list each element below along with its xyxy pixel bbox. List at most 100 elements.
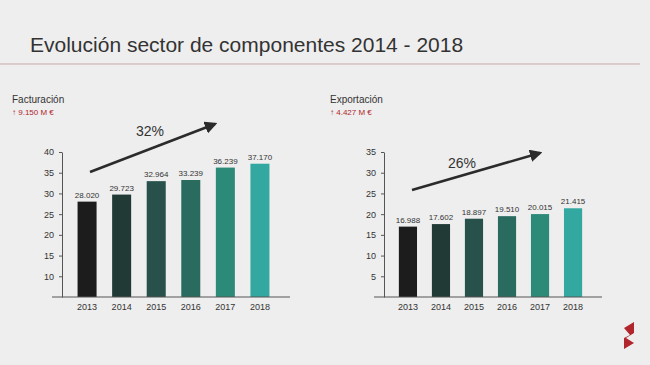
bar [78, 202, 97, 297]
tick-mark [59, 193, 62, 194]
axis-line [374, 297, 602, 298]
x-tick: 2015 [464, 302, 484, 312]
bar [465, 219, 483, 297]
tick-label: 35 [44, 168, 54, 178]
chart: 28.02029.72332.96433.23936.23937.1701015… [12, 94, 290, 312]
data-label: 16.988 [396, 216, 421, 225]
x-tick: 2016 [497, 302, 517, 312]
y-tick: 30 [366, 168, 384, 178]
logo [624, 322, 634, 349]
axis-line [384, 153, 385, 298]
y-tick: 35 [44, 168, 62, 178]
tick-mark [381, 235, 384, 236]
tick-label: 35 [366, 147, 376, 157]
data-labels: 28.02029.72332.96433.23936.23937.170 [75, 153, 273, 200]
page-title: Evolución sector de componentes 2014 - 2… [30, 33, 463, 56]
y-tick: 15 [366, 230, 384, 240]
tick-mark [59, 173, 62, 174]
tick-label: 10 [366, 251, 376, 261]
data-label: 32.964 [144, 170, 169, 179]
trend-arrow [412, 153, 540, 190]
axis-line [62, 153, 63, 298]
data-label: 28.020 [75, 191, 100, 200]
y-tick: 25 [366, 189, 384, 199]
tick-label: 2018 [563, 302, 583, 312]
bar [181, 180, 200, 297]
x-tick: 2017 [215, 302, 235, 312]
bar [112, 195, 131, 297]
x-axis: 2013 2014 2015 2016 2017 2018 [374, 297, 602, 312]
title-rule [0, 64, 640, 65]
tick-label: 20 [44, 230, 54, 240]
chart-canvas: Evolución sector de componentes 2014 - 2… [0, 0, 650, 365]
bar [531, 214, 549, 297]
tick-label: 5 [371, 272, 376, 282]
x-axis: 2013 2014 2015 2016 2017 2018 [52, 297, 290, 312]
y-tick: 10 [44, 272, 62, 282]
tick-label: 2017 [530, 302, 550, 312]
chart-subtitle: ↑ 4.427 M € [330, 108, 372, 117]
tick-mark [59, 214, 62, 215]
tick-label: 2013 [398, 302, 418, 312]
tick-label: 2018 [250, 302, 270, 312]
tick-label: 20 [366, 210, 376, 220]
x-tick: 2014 [112, 302, 132, 312]
chart-title: Exportación [330, 94, 383, 105]
y-axis: 5 10 15 20 25 30 35 [366, 147, 385, 297]
y-tick: 35 [366, 147, 384, 157]
tick-mark [59, 256, 62, 257]
tick-label: 25 [44, 210, 54, 220]
tick-label: 2013 [77, 302, 97, 312]
data-label: 19.510 [495, 205, 520, 214]
tick-mark [381, 173, 384, 174]
chart-subtitle: ↑ 9.150 M € [12, 108, 54, 117]
tick-mark [59, 235, 62, 236]
tick-label: 2016 [497, 302, 517, 312]
tick-label: 30 [366, 168, 376, 178]
annotation: 26% [448, 155, 476, 171]
bar [564, 208, 582, 297]
bars [399, 208, 582, 297]
tick-label: 2015 [464, 302, 484, 312]
y-tick: 40 [44, 147, 62, 157]
data-label: 29.723 [109, 184, 134, 193]
y-tick: 15 [44, 251, 62, 261]
tick-label: 25 [366, 189, 376, 199]
x-tick: 2015 [146, 302, 166, 312]
tick-mark [381, 214, 384, 215]
tick-mark [381, 193, 384, 194]
tick-label: 2017 [215, 302, 235, 312]
tick-mark [381, 152, 384, 153]
tick-label: 2014 [431, 302, 451, 312]
tick-label: 15 [44, 251, 54, 261]
y-tick: 20 [44, 230, 62, 240]
tick-label: 2015 [146, 302, 166, 312]
x-tick: 2018 [250, 302, 270, 312]
chart: 16.98817.60218.89719.51020.01521.4155101… [330, 94, 602, 312]
bars [78, 164, 270, 297]
x-tick: 2016 [181, 302, 201, 312]
data-label: 21.415 [561, 197, 586, 206]
tick-mark [59, 276, 62, 277]
data-labels: 16.98817.60218.89719.51020.01521.415 [396, 197, 586, 224]
tick-mark [59, 152, 62, 153]
y-tick: 30 [44, 189, 62, 199]
bar [432, 224, 450, 297]
y-tick: 20 [366, 210, 384, 220]
tick-label: 10 [44, 272, 54, 282]
bar [250, 164, 269, 297]
x-tick: 2014 [431, 302, 451, 312]
data-label: 36.239 [213, 157, 238, 166]
chart-title: Facturación [12, 94, 64, 105]
tick-label: 2016 [181, 302, 201, 312]
bar [399, 227, 417, 297]
tick-label: 40 [44, 147, 54, 157]
data-label: 33.239 [179, 169, 204, 178]
y-tick: 25 [44, 210, 62, 220]
trend-arrow [90, 124, 215, 172]
tick-label: 2014 [112, 302, 132, 312]
x-tick: 2018 [563, 302, 583, 312]
y-tick: 5 [371, 272, 384, 282]
bar [147, 181, 166, 297]
data-label: 20.015 [528, 203, 553, 212]
